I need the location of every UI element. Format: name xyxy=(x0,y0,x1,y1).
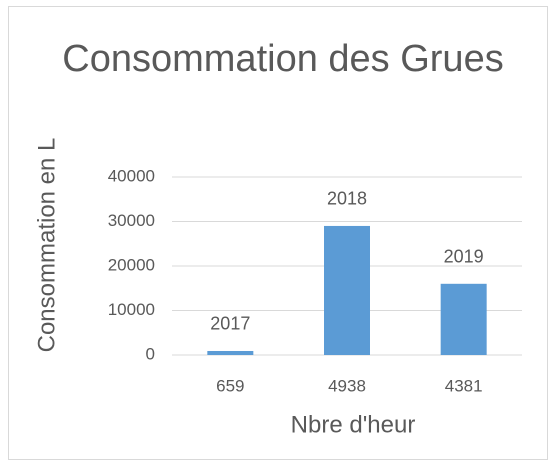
y-tick-label: 0 xyxy=(146,344,155,363)
y-axis-title: Consommation en L xyxy=(33,138,60,353)
chart-frame xyxy=(8,6,548,460)
data-label: 2017 xyxy=(210,314,250,334)
data-label: 2019 xyxy=(444,247,484,267)
x-tick-label: 659 xyxy=(216,376,244,395)
bar xyxy=(324,225,370,355)
x-tick-label: 4938 xyxy=(328,376,366,395)
y-tick-label: 20000 xyxy=(108,255,155,274)
data-label: 2018 xyxy=(327,189,367,209)
x-axis-title: Nbre d'heur xyxy=(291,411,416,438)
x-tick-label: 4381 xyxy=(445,376,483,395)
y-tick-label: 40000 xyxy=(108,166,155,185)
bar xyxy=(207,350,254,355)
y-tick-label: 10000 xyxy=(108,300,155,319)
chart-title: Consommation des Grues xyxy=(62,38,504,80)
y-tick-label: 30000 xyxy=(108,211,155,230)
bar xyxy=(440,283,487,355)
